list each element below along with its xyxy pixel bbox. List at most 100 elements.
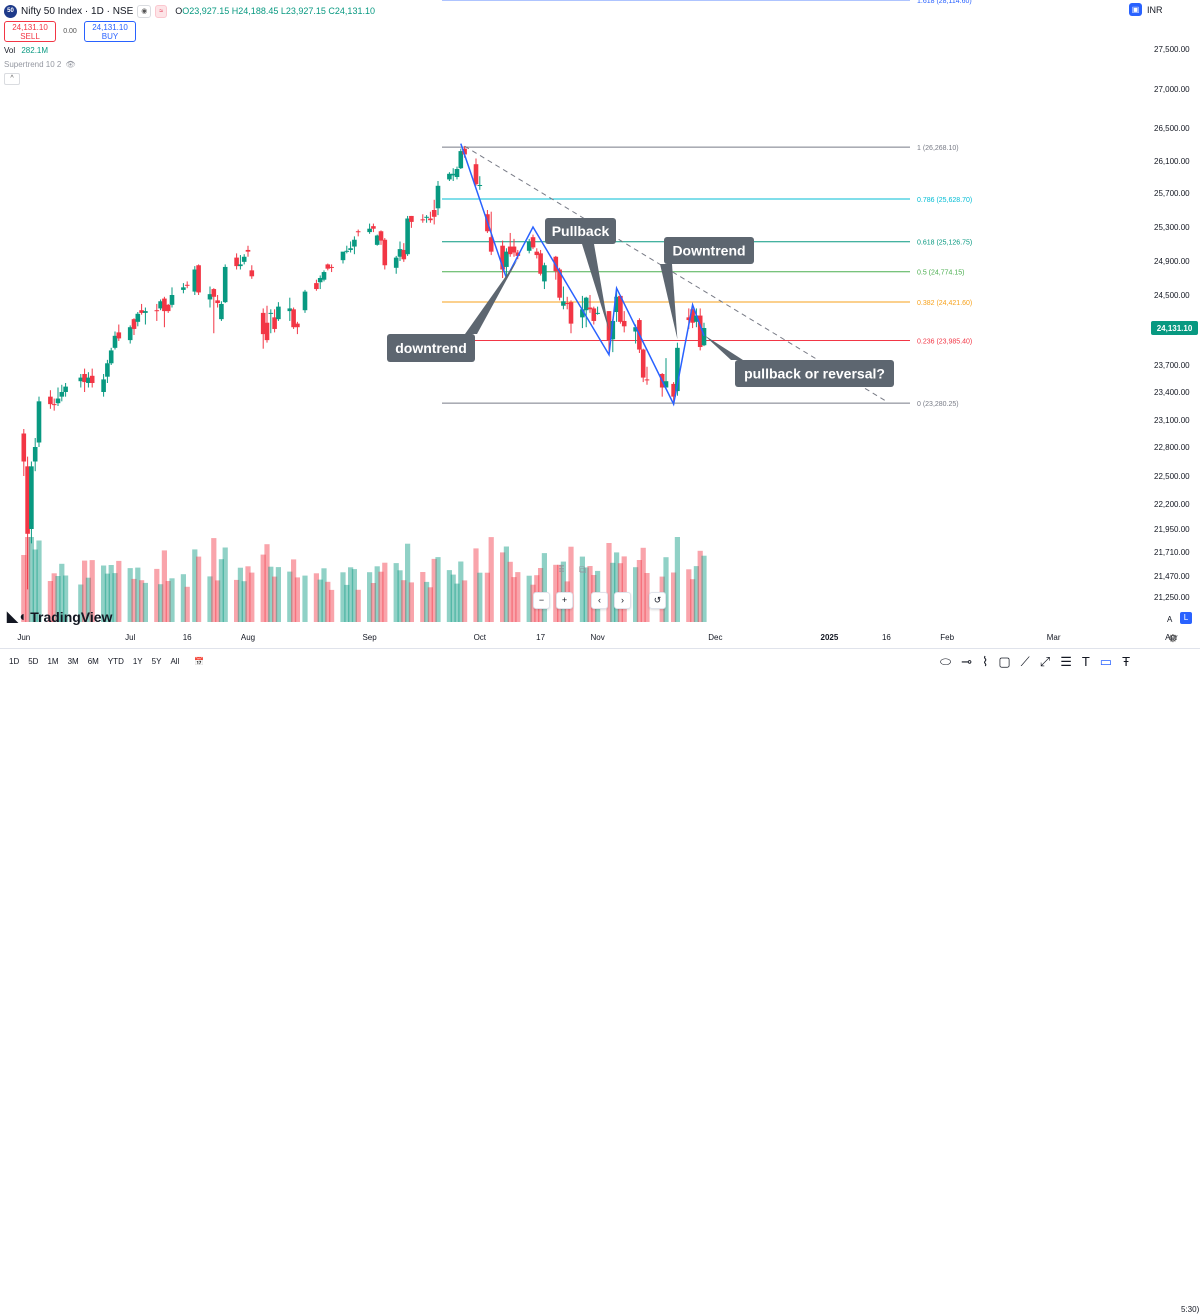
zoom-in-button[interactable]: + xyxy=(556,592,573,609)
candle-body xyxy=(530,237,536,248)
eye-badge[interactable]: ◉ xyxy=(137,4,152,18)
x-tick-label: Mar xyxy=(1047,633,1061,642)
buy-button[interactable]: 24,131.10 BUY xyxy=(84,21,136,42)
indicator-legend[interactable]: Supertrend 10 2 👁 xyxy=(4,60,375,69)
candle-body xyxy=(51,404,57,406)
candle-body xyxy=(473,164,479,185)
candle-body xyxy=(158,301,163,309)
candle-body xyxy=(504,251,509,267)
scroll-right-button[interactable]: › xyxy=(614,592,631,609)
volume-bar xyxy=(397,570,403,622)
volume-bar xyxy=(431,558,437,622)
reset-chart-button[interactable]: ↺ xyxy=(649,592,666,609)
candle-body xyxy=(355,231,361,233)
volume-bar xyxy=(211,538,217,622)
volume-bar xyxy=(473,548,479,622)
ray-tool-icon[interactable]: ⤢ xyxy=(1039,654,1051,669)
fib-tool-icon[interactable]: ☰ xyxy=(1060,654,1072,669)
volume-bar xyxy=(610,562,616,622)
volume-bar xyxy=(142,582,148,622)
drag-handle-icon[interactable]: ⠿ xyxy=(557,565,566,576)
symbol-title[interactable]: Nifty 50 Index · 1D · NSE xyxy=(21,5,134,17)
path-tool-icon[interactable]: ⌇ xyxy=(982,654,989,669)
range-all[interactable]: All xyxy=(170,657,180,666)
trendline-tool-icon[interactable]: ⟋ xyxy=(1020,654,1030,669)
volume-bar xyxy=(101,565,107,622)
range-6m[interactable]: 6M xyxy=(87,657,99,666)
scroll-left-button[interactable]: ‹ xyxy=(591,592,608,609)
zoom-out-button[interactable]: − xyxy=(533,592,550,609)
candle-body xyxy=(169,295,175,305)
range-ytd[interactable]: YTD xyxy=(107,657,124,666)
range-1d[interactable]: 1D xyxy=(9,657,20,666)
calendar-icon[interactable]: ▣ xyxy=(1129,3,1142,16)
range-5d[interactable]: 5D xyxy=(28,657,39,666)
volume-bar xyxy=(374,566,380,622)
compare-badge[interactable]: ≈ xyxy=(155,4,168,18)
volume-legend[interactable]: Vol 282.1M xyxy=(4,46,375,55)
candle-body xyxy=(690,309,695,323)
volume-bar xyxy=(325,581,331,622)
candle-body xyxy=(89,375,95,383)
buy-label: BUY xyxy=(101,31,119,41)
date-range-icon[interactable]: 📅 xyxy=(194,657,205,666)
callout-text: pullback or reversal? xyxy=(744,366,885,382)
timezone-label[interactable]: 5:30) xyxy=(1181,1305,1200,1314)
candle-body xyxy=(127,327,133,341)
range-5y[interactable]: 5Y xyxy=(151,657,162,666)
y-tick-label: 22,500.00 xyxy=(1154,472,1190,481)
candle-body xyxy=(583,297,589,311)
volume-bar xyxy=(89,560,95,622)
callout-tool-icon[interactable]: ▭ xyxy=(1099,654,1113,669)
text-tool-icon[interactable]: T xyxy=(1081,654,1090,669)
candle-body xyxy=(86,377,91,383)
candle-body xyxy=(135,313,141,322)
trendline xyxy=(464,145,887,402)
candle-body xyxy=(561,301,566,306)
candle-body xyxy=(367,228,372,233)
currency-selector[interactable]: ▣ INR xyxy=(1129,3,1163,16)
ellipse-tool-icon[interactable]: ⬭ xyxy=(940,654,952,669)
range-1m[interactable]: 1M xyxy=(47,657,59,666)
volume-bar xyxy=(241,581,247,622)
collapse-icon[interactable]: ^ xyxy=(4,73,20,85)
y-tick-label: 23,400.00 xyxy=(1154,388,1190,397)
volume-bar xyxy=(294,577,300,622)
candle-body xyxy=(48,396,53,405)
rectangle-tool-icon[interactable]: ▢ xyxy=(998,654,1011,669)
volume-bar xyxy=(424,581,430,622)
candle-body xyxy=(538,253,543,274)
candle-body xyxy=(378,231,384,241)
anchored-text-icon[interactable]: Ŧ xyxy=(1122,654,1131,669)
volume-bar xyxy=(135,567,141,622)
x-tick-label: 17 xyxy=(536,633,545,642)
eye-icon[interactable]: 👁 xyxy=(65,60,76,69)
last-price-badge xyxy=(1151,321,1198,335)
volume-bar xyxy=(351,569,357,622)
candle-body xyxy=(568,302,574,324)
candle-body xyxy=(610,320,616,340)
chart-area[interactable]: 1.618 (28,114.60) 1 (26,268.10) 0.786 (25,… xyxy=(0,0,1200,648)
high-value: H24,188.45 xyxy=(231,6,279,16)
candle-body xyxy=(340,251,346,261)
candle-body xyxy=(450,173,456,176)
volume-bar xyxy=(507,561,513,622)
sell-button[interactable]: 24,131.10 SELL xyxy=(4,21,56,42)
auto-scale-toggle[interactable]: A xyxy=(1167,615,1173,624)
volume-bar xyxy=(503,546,509,622)
group-icon[interactable]: ⧉ xyxy=(578,565,587,576)
log-scale-toggle[interactable]: L xyxy=(1180,612,1192,624)
candle-body xyxy=(219,303,224,320)
candle-body xyxy=(507,246,513,255)
volume-bar xyxy=(260,554,266,622)
gear-icon[interactable]: ⚙ xyxy=(1168,633,1178,645)
candle-body xyxy=(108,350,114,364)
y-tick-label: 22,800.00 xyxy=(1154,443,1190,452)
horizontal-ray-icon[interactable]: ⊸ xyxy=(961,654,973,669)
range-1y[interactable]: 1Y xyxy=(132,657,143,666)
volume-bar xyxy=(462,580,468,622)
volume-bar xyxy=(245,566,251,622)
range-3m[interactable]: 3M xyxy=(67,657,79,666)
candle-body xyxy=(241,256,247,262)
volume-bar xyxy=(63,575,69,622)
